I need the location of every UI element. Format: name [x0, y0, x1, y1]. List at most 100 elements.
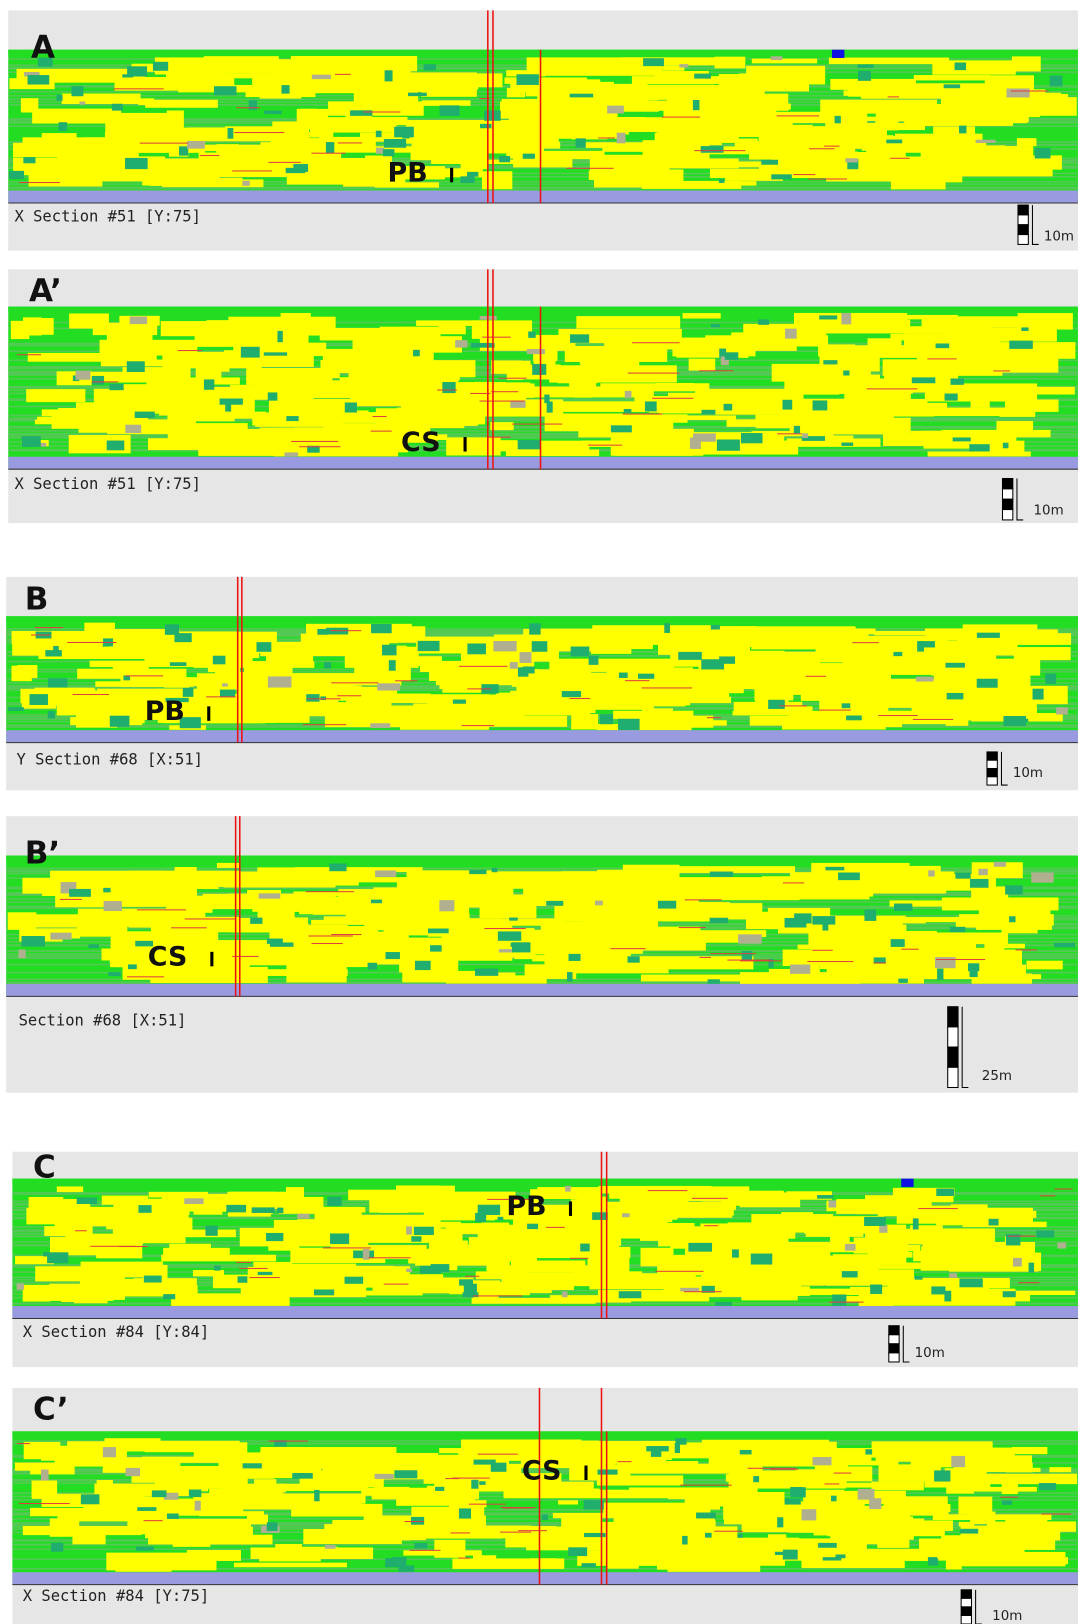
red-streak: [331, 934, 361, 935]
clay-patch: [350, 110, 372, 116]
clay-patch: [628, 956, 640, 962]
sand-body: [817, 412, 863, 419]
sand-body: [677, 893, 741, 897]
clay-patch: [214, 1266, 221, 1271]
sand-body: [402, 327, 463, 331]
clay-patch: [931, 1286, 945, 1294]
clay-patch: [453, 700, 466, 704]
sand-body: [709, 1457, 763, 1473]
clay-patch: [841, 313, 851, 324]
section-caption: Section #68 [X:51]: [19, 1011, 187, 1029]
clay-patch: [970, 879, 989, 888]
clay-patch: [430, 945, 442, 951]
clay-patch: [48, 678, 67, 687]
clay-patch: [363, 1249, 369, 1260]
clay-patch: [879, 1225, 887, 1233]
sand-body: [668, 697, 731, 703]
clay-patch: [480, 124, 491, 128]
sand-body: [350, 392, 462, 406]
clay-patch: [327, 1197, 341, 1206]
scale-segment: [987, 752, 997, 760]
section-image: [8, 307, 1078, 470]
section-caption: X Section #84 [Y:75]: [23, 1587, 209, 1605]
clay-patch: [569, 954, 581, 961]
sand-body: [315, 1207, 362, 1221]
clay-patch: [442, 382, 455, 393]
clay-patch: [836, 1554, 846, 1558]
clay-patch: [220, 690, 235, 697]
sand-body: [234, 1563, 347, 1568]
sand-body: [412, 142, 539, 153]
clay-patch: [152, 1490, 167, 1497]
sand-body: [603, 1503, 687, 1515]
red-streak: [308, 935, 352, 936]
sand-body: [442, 674, 481, 693]
clay-patch: [607, 106, 624, 114]
top-band: [12, 1179, 1078, 1184]
clay-patch: [383, 149, 394, 156]
clay-patch: [822, 923, 828, 930]
clay-patch: [467, 643, 486, 654]
sand-body: [883, 1443, 926, 1451]
clay-patch: [28, 75, 50, 85]
clay-patch: [817, 1195, 833, 1199]
clay-patch: [831, 1496, 837, 1502]
clay-patch: [694, 74, 711, 79]
section-caption: X Section #51 [Y:75]: [14, 208, 200, 226]
clay-patch: [92, 376, 104, 385]
clay-patch: [512, 942, 530, 952]
sand-body: [827, 965, 922, 976]
clay-patch: [576, 138, 586, 148]
sand-body: [949, 1259, 1039, 1271]
red-streak: [19, 182, 60, 183]
red-streak: [783, 882, 804, 883]
sand-body: [532, 629, 603, 636]
clay-patch: [402, 134, 409, 138]
clay-patch: [969, 444, 989, 451]
clay-patch: [104, 901, 122, 911]
red-streak: [707, 717, 721, 718]
sand-body: [575, 1250, 608, 1254]
sand-body: [50, 1518, 80, 1536]
red-streak: [459, 1558, 471, 1559]
sand-body: [260, 1447, 296, 1458]
clay-patch: [125, 425, 141, 433]
clay-patch: [944, 1291, 951, 1302]
clay-patch: [1013, 1258, 1022, 1267]
red-streak: [306, 891, 354, 892]
red-streak: [1040, 1195, 1055, 1196]
clay-patch: [326, 142, 334, 153]
clay-patch: [122, 74, 133, 77]
sand-body: [951, 1204, 988, 1214]
sand-body: [941, 430, 1050, 437]
clay-patch: [818, 1543, 837, 1548]
clay-patch: [582, 1563, 596, 1567]
sand-body: [888, 1278, 1010, 1288]
sand-body: [328, 101, 424, 115]
sand-body: [472, 320, 532, 338]
red-streak: [1000, 1497, 1018, 1498]
clay-patch: [1056, 707, 1068, 714]
red-streak: [291, 441, 338, 442]
clay-patch: [187, 141, 205, 149]
sand-body: [523, 1235, 569, 1249]
clay-patch: [264, 111, 281, 115]
sand-body: [350, 1266, 393, 1276]
clay-patch: [1039, 1483, 1056, 1490]
red-streak: [232, 170, 272, 171]
sand-body: [607, 1554, 639, 1569]
red-streak: [874, 962, 886, 963]
clay-patch: [562, 691, 581, 697]
clay-patch: [467, 172, 478, 177]
sand-body: [95, 681, 193, 687]
clay-patch: [439, 900, 454, 911]
clay-patch: [128, 964, 137, 969]
sand-body: [830, 1535, 870, 1541]
clay-patch: [947, 693, 964, 699]
red-streak: [834, 1473, 852, 1474]
sand-body: [587, 1256, 629, 1272]
clay-patch: [428, 929, 449, 934]
sand-body: [908, 1504, 950, 1512]
clay-patch: [523, 666, 535, 673]
clay-patch: [858, 1489, 875, 1500]
